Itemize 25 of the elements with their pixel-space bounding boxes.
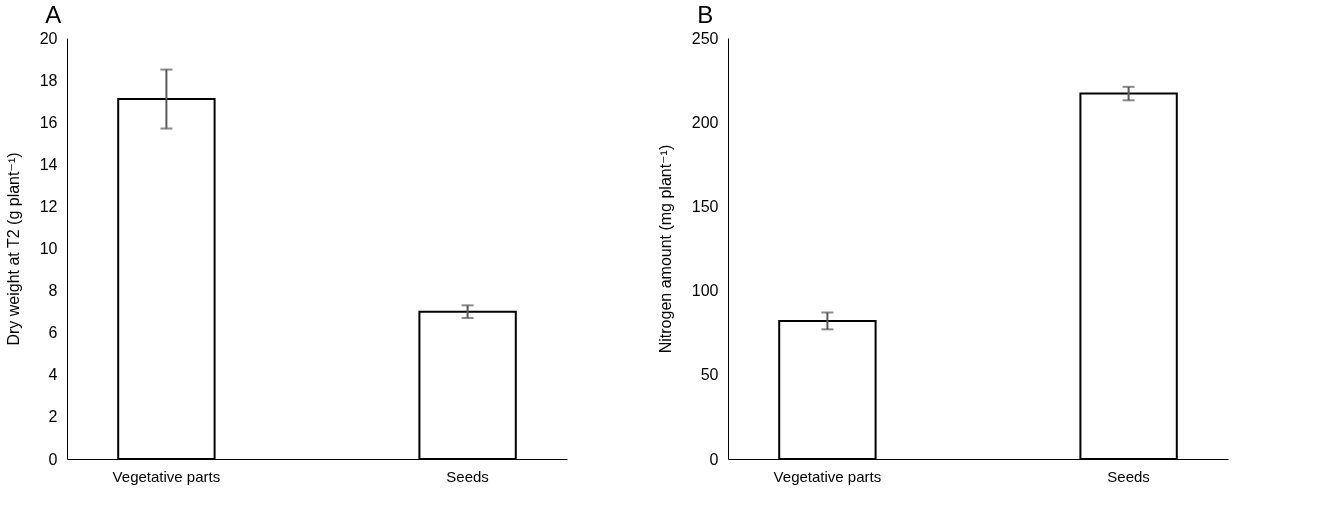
y-tick-label: 100: [691, 282, 719, 300]
chart-title: B: [697, 1, 714, 28]
x-tick-label: Vegetative parts: [773, 467, 882, 485]
y-tick-label: 18: [39, 71, 58, 89]
y-tick-label: 250: [691, 29, 719, 47]
y-tick-label: 0: [48, 450, 58, 468]
y-tick-label: 20: [39, 29, 58, 47]
y-tick-label: 0: [709, 450, 719, 468]
y-tick-label: 10: [39, 240, 58, 257]
y-axis-title: Nitrogen amount (mg plant⁻¹): [656, 144, 674, 354]
x-tick-label: Seeds: [446, 467, 489, 485]
y-tick-label: 150: [691, 197, 719, 215]
y-tick-label: 12: [39, 197, 58, 215]
y-tick-label: 200: [691, 113, 719, 131]
y-tick-label: 6: [48, 324, 58, 342]
y-tick-label: 14: [39, 155, 58, 173]
y-tick-label: 8: [48, 282, 58, 300]
y-tick-label: 50: [700, 366, 719, 384]
chart-title: A: [45, 1, 62, 28]
y-tick-label: 4: [48, 366, 58, 384]
y-axis-title: Dry weight at T2 (g plant⁻¹): [4, 152, 22, 346]
x-tick-label: Vegetative parts: [112, 467, 221, 485]
y-tick-label: 2: [48, 408, 58, 426]
x-tick-label: Seeds: [1107, 467, 1150, 485]
y-tick-label: 16: [39, 113, 58, 131]
